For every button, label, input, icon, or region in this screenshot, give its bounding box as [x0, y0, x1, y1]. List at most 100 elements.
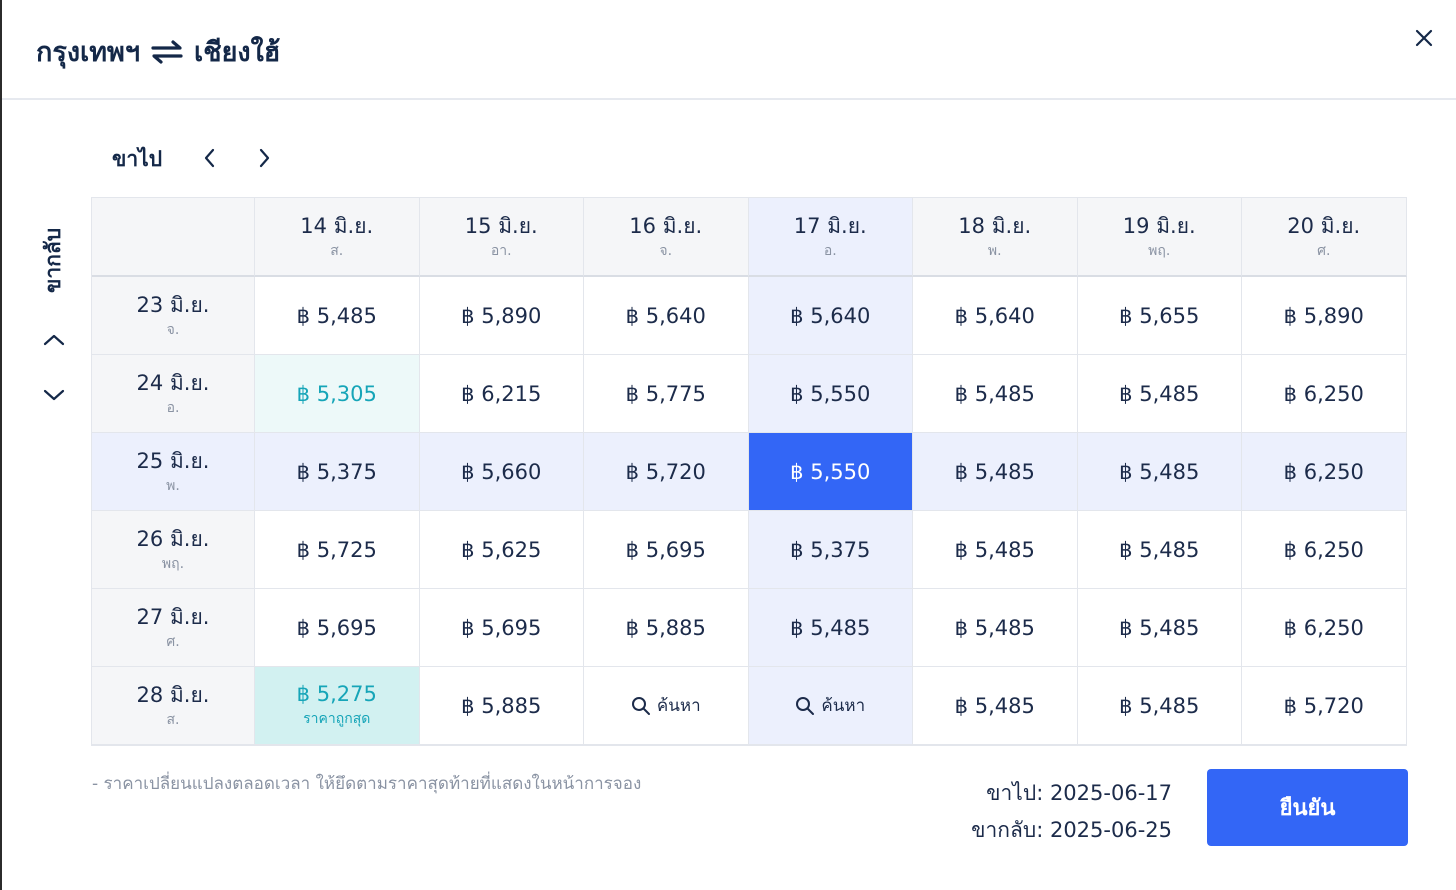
column-header: 14 มิ.ย. ส.	[255, 198, 420, 277]
price-value: ฿ 5,275	[296, 681, 377, 706]
price-cell[interactable]: ฿ 6,250	[1242, 355, 1407, 433]
price-cell[interactable]: ฿ 5,275 ราคาถูกสุด	[255, 667, 420, 745]
price-cell[interactable]: ฿ 5,890	[1242, 277, 1407, 355]
search-icon	[631, 696, 650, 715]
column-date: 18 มิ.ย.	[958, 213, 1032, 238]
price-cell[interactable]: ฿ 5,885	[419, 667, 584, 745]
price-cell[interactable]: ฿ 5,485	[1077, 667, 1242, 745]
selection-summary: ขาไป: 2025-06-17 ขากลับ: 2025-06-25	[971, 775, 1172, 849]
return-next-button[interactable]	[40, 381, 68, 409]
price-cell[interactable]: ฿ 5,485	[748, 589, 913, 667]
price-value: ฿ 5,660	[461, 459, 542, 484]
price-cell[interactable]: ฿ 6,250	[1242, 511, 1407, 589]
price-value: ฿ 5,695	[625, 537, 706, 562]
price-cell[interactable]: ฿ 5,720	[584, 433, 749, 511]
price-cell[interactable]: ฿ 5,640	[584, 277, 749, 355]
price-cell[interactable]: ฿ 5,720	[1242, 667, 1407, 745]
price-value: ฿ 5,885	[625, 615, 706, 640]
price-cell[interactable]: ฿ 5,885	[584, 589, 749, 667]
price-cell[interactable]: ฿ 5,485	[913, 355, 1078, 433]
column-header: 18 มิ.ย. พ.	[913, 198, 1078, 277]
outbound-label: ขาไป	[112, 147, 163, 171]
swap-arrows-icon	[151, 39, 183, 64]
price-cell[interactable]: ฿ 5,375	[748, 511, 913, 589]
price-grid: 14 มิ.ย. ส. 15 มิ.ย. อา. 16 มิ.ย. จ. 17 มิ.ย. อ…	[91, 197, 1407, 746]
chevron-down-icon	[43, 389, 65, 401]
price-note: - ราคาเปลี่ยนแปลงตลอดเวลา ให้ยึดตามราคาส…	[92, 774, 642, 794]
price-value: ฿ 5,485	[1119, 615, 1200, 640]
row-date: 27 มิ.ย.	[136, 604, 210, 629]
price-cell[interactable]: ฿ 5,655	[1077, 277, 1242, 355]
column-weekday: อ.	[823, 242, 837, 259]
price-cell[interactable]: ฿ 5,695	[584, 511, 749, 589]
outbound-next-button[interactable]	[250, 144, 278, 172]
price-cell[interactable]: ฿ 5,695	[419, 589, 584, 667]
price-cell[interactable]: ฿ 5,375	[255, 433, 420, 511]
price-value: ฿ 6,250	[1283, 537, 1364, 562]
price-cell[interactable]: ฿ 5,640	[913, 277, 1078, 355]
price-cell[interactable]: ฿ 5,550	[748, 433, 913, 511]
chevron-right-icon	[259, 148, 270, 168]
row-header: 27 มิ.ย. ศ.	[92, 589, 255, 667]
price-cell[interactable]: ฿ 5,485	[913, 589, 1078, 667]
price-cell[interactable]: ฿ 5,550	[748, 355, 913, 433]
price-value: ฿ 6,250	[1283, 615, 1364, 640]
price-value: ฿ 5,485	[954, 615, 1035, 640]
return-prev-button[interactable]	[40, 326, 68, 354]
price-value: ฿ 5,485	[954, 459, 1035, 484]
price-value: ฿ 5,375	[296, 459, 377, 484]
price-cell[interactable]: ฿ 5,485	[1077, 511, 1242, 589]
row-date: 24 มิ.ย.	[136, 370, 210, 395]
column-date: 14 มิ.ย.	[300, 213, 374, 238]
price-value: ฿ 5,305	[296, 381, 377, 406]
column-weekday: จ.	[659, 242, 673, 259]
price-value: ฿ 5,550	[790, 459, 871, 484]
price-value: ฿ 5,485	[1119, 459, 1200, 484]
price-value: ฿ 5,485	[1119, 537, 1200, 562]
price-cell[interactable]: ฿ 5,660	[419, 433, 584, 511]
price-cell[interactable]: ฿ 5,485	[913, 667, 1078, 745]
outbound-prev-button[interactable]	[196, 144, 224, 172]
price-cell[interactable]: ฿ 6,215	[419, 355, 584, 433]
price-value: ฿ 5,890	[461, 303, 542, 328]
price-value: ฿ 5,485	[954, 537, 1035, 562]
price-cell[interactable]: ฿ 5,485	[1077, 355, 1242, 433]
price-cell[interactable]: ฿ 5,485	[913, 433, 1078, 511]
price-value: ฿ 5,485	[790, 615, 871, 640]
price-cell[interactable]: ฿ 5,485	[1077, 589, 1242, 667]
chevron-left-icon	[204, 148, 215, 168]
row-header: 26 มิ.ย. พฤ.	[92, 511, 255, 589]
column-weekday: ศ.	[1317, 242, 1331, 259]
column-date: 20 มิ.ย.	[1287, 213, 1361, 238]
price-value: ฿ 6,215	[461, 381, 542, 406]
price-value: ฿ 5,375	[790, 537, 871, 562]
price-value: ฿ 5,725	[296, 537, 377, 562]
column-date: 15 มิ.ย.	[464, 213, 538, 238]
row-date: 25 มิ.ย.	[136, 448, 210, 473]
price-value: ฿ 5,885	[461, 693, 542, 718]
row-date: 28 มิ.ย.	[136, 682, 210, 707]
price-value: ฿ 5,485	[296, 303, 377, 328]
price-cell[interactable]: ฿ 6,250	[1242, 589, 1407, 667]
price-cell[interactable]: ฿ 5,775	[584, 355, 749, 433]
price-cell[interactable]: ฿ 6,250	[1242, 433, 1407, 511]
price-value: ฿ 5,655	[1119, 303, 1200, 328]
column-date: 16 มิ.ย.	[629, 213, 703, 238]
price-cell[interactable]: ฿ 5,485	[255, 277, 420, 355]
search-price-cell[interactable]: ค้นหา	[584, 667, 749, 745]
price-cell[interactable]: ฿ 5,890	[419, 277, 584, 355]
price-cell[interactable]: ฿ 5,485	[1077, 433, 1242, 511]
price-cell[interactable]: ฿ 5,725	[255, 511, 420, 589]
row-header: 25 มิ.ย. พ.	[92, 433, 255, 511]
price-cell[interactable]: ฿ 5,695	[255, 589, 420, 667]
price-cell[interactable]: ฿ 5,305	[255, 355, 420, 433]
confirm-button[interactable]: ยืนยัน	[1207, 769, 1408, 846]
destination-city: เชียงใฮ้	[194, 37, 281, 68]
modal-header: กรุงเทพฯ เชียงใฮ้	[2, 0, 1456, 100]
price-cell[interactable]: ฿ 5,640	[748, 277, 913, 355]
price-cell[interactable]: ฿ 5,485	[913, 511, 1078, 589]
close-button[interactable]	[1410, 24, 1438, 52]
search-price-cell[interactable]: ค้นหา	[748, 667, 913, 745]
price-value: ฿ 5,720	[625, 459, 706, 484]
price-cell[interactable]: ฿ 5,625	[419, 511, 584, 589]
